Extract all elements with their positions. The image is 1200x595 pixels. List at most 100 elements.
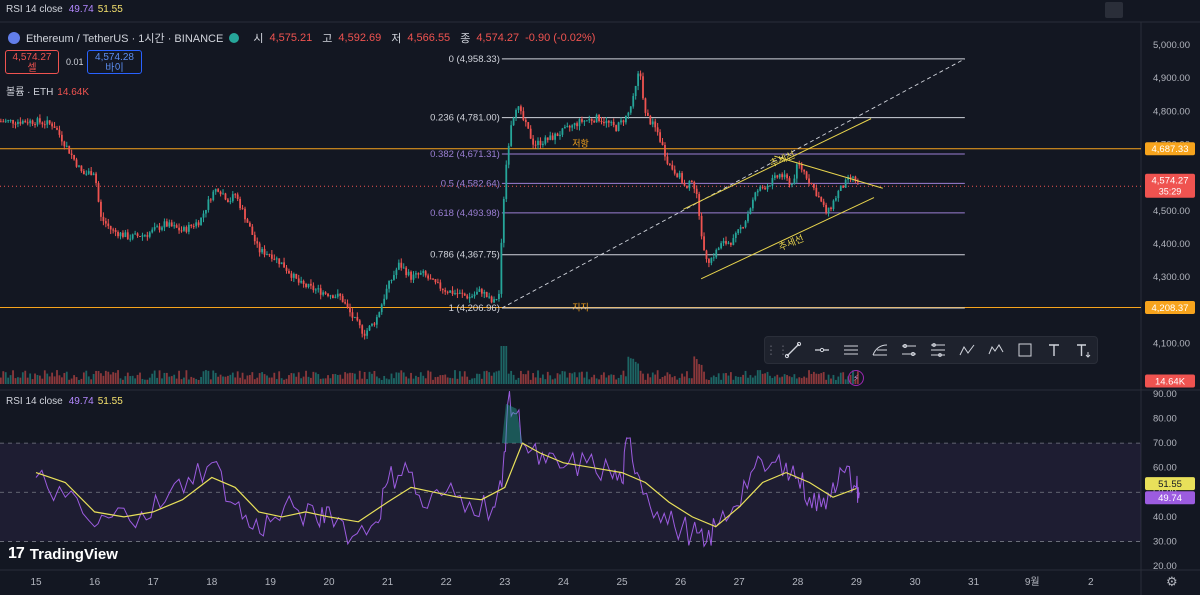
alert-icon[interactable]: ⚡ (848, 370, 864, 386)
candle-body (700, 215, 703, 237)
candle-body (605, 120, 608, 124)
volume-bar (104, 370, 107, 384)
drag-handle-icon[interactable]: ⋮⋮ (765, 343, 789, 357)
candle-body (92, 173, 95, 176)
candle-body (507, 145, 510, 165)
candle-body (432, 278, 434, 280)
candle-body (783, 174, 786, 178)
volume-bar (476, 373, 478, 384)
volume-tag: 14.64K (1155, 377, 1186, 388)
candle-body (571, 125, 574, 128)
candle-body (742, 227, 745, 229)
time-tick-label: 26 (675, 577, 687, 588)
time-tick-label: 18 (206, 577, 218, 588)
volume-bar (258, 373, 261, 384)
candle-body (29, 120, 32, 124)
low-value: 4,566.55 (407, 32, 451, 44)
candle-body (771, 178, 774, 186)
volume-bar (363, 371, 366, 384)
candle-body (312, 285, 315, 291)
parallel-channel-icon[interactable] (837, 337, 866, 363)
volume-bar (727, 375, 730, 384)
price-tick-label: 4,500.00 (1153, 206, 1190, 217)
volume-bar (600, 374, 603, 384)
candle-body (100, 201, 102, 217)
elliott-wave-icon[interactable] (981, 337, 1010, 363)
candle-body (717, 248, 720, 250)
text-icon[interactable] (1039, 337, 1068, 363)
candle-body (720, 243, 723, 249)
candle-body (415, 273, 417, 275)
volume-bar (664, 375, 666, 384)
candle-body (236, 194, 239, 199)
volume-bar (830, 378, 832, 384)
volume-bar (637, 363, 640, 384)
candle-body (368, 325, 371, 331)
candle-body (185, 227, 188, 232)
candle-body (683, 182, 686, 186)
maximize-icon[interactable] (1105, 2, 1123, 18)
candle-body (363, 333, 366, 336)
pitchfork-icon[interactable] (924, 337, 953, 363)
pattern-icon[interactable] (952, 337, 981, 363)
volume-legend[interactable]: 볼륨 · ETH 14.64K (6, 83, 89, 98)
rectangle-icon[interactable] (1010, 337, 1039, 363)
text-tool-icon[interactable] (1068, 337, 1097, 363)
volume-bar (498, 370, 500, 384)
candle-body (852, 176, 854, 178)
volume-bar (26, 377, 29, 384)
volume-bar (466, 376, 469, 384)
volume-bar (427, 370, 430, 384)
candle-body (563, 126, 566, 129)
trendline-icon[interactable] (779, 337, 808, 363)
candle-body (12, 120, 14, 124)
candle-body (380, 304, 383, 313)
rsi-legend[interactable]: RSI 14 close 49.74 51.55 (6, 396, 123, 407)
candle-body (207, 199, 210, 210)
volume-bar (17, 377, 19, 384)
volume-bar (708, 379, 710, 384)
volume-bar (368, 371, 371, 384)
volume-bar (156, 377, 159, 384)
candle-body (400, 262, 403, 268)
candle-body (75, 159, 78, 167)
volume-bar (588, 379, 591, 384)
candle-body (444, 290, 447, 292)
buy-button[interactable]: 4,574.28 바이 (87, 50, 142, 74)
volume-bar (539, 377, 542, 384)
candle-body (749, 208, 752, 214)
candle-body (48, 120, 51, 124)
candle-body (46, 120, 49, 125)
candle-body (156, 226, 159, 228)
volume-bar (356, 379, 359, 384)
regression-icon[interactable] (895, 337, 924, 363)
volume-bar (639, 370, 642, 384)
candle-body (141, 235, 144, 237)
fib-retracement-icon[interactable] (866, 337, 895, 363)
volume-bar (756, 370, 759, 384)
sell-button[interactable]: 4,574.27 셀 (5, 50, 59, 74)
volume-bar (2, 371, 5, 384)
volume-bar (622, 370, 625, 384)
gear-icon[interactable]: ⚙ (1166, 574, 1178, 589)
volume-bar (632, 358, 635, 384)
volume-bar (349, 372, 351, 384)
volume-bar (627, 356, 630, 384)
trendline (774, 155, 883, 189)
candle-body (385, 288, 388, 299)
candle-body (546, 137, 549, 140)
symbol-name[interactable]: Ethereum / TetherUS · 1시간 · BINANCE (26, 33, 224, 45)
volume-bar (393, 378, 395, 384)
volume-bar (419, 372, 422, 384)
candle-body (283, 262, 285, 268)
candle-body (39, 118, 41, 123)
volume-bar (805, 377, 808, 384)
candle-body (19, 121, 22, 124)
horizontal-ray-icon[interactable] (808, 337, 837, 363)
close-label: 종 (460, 33, 471, 45)
candle-body (288, 270, 290, 274)
volume-bar (161, 378, 163, 384)
time-tick-label: 28 (792, 577, 804, 588)
volume-bar (163, 372, 166, 384)
